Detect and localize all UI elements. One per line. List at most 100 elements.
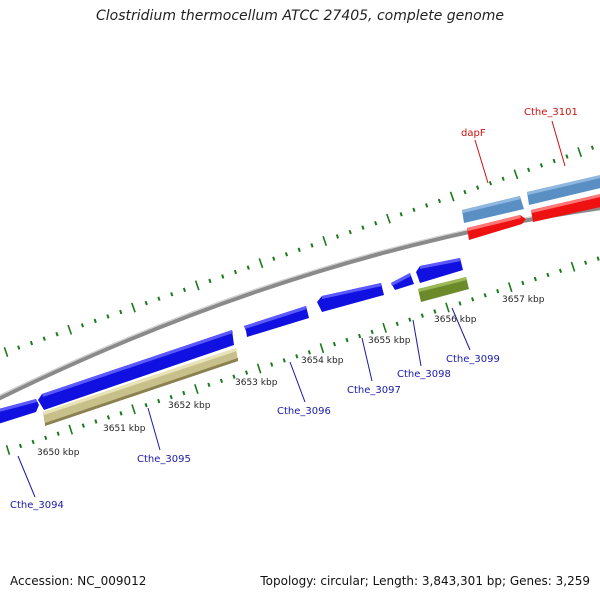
lower-track-minor-tick [395, 321, 399, 327]
map-title: Clostridium thermocellum ATCC 27405, com… [96, 8, 504, 24]
lower-track-minor-tick [18, 443, 23, 449]
gene-label-cthe3099: Cthe_3099 [446, 354, 500, 365]
gene-label-cthe3097: Cthe_3097 [347, 385, 401, 396]
lower-track-minor-tick [307, 350, 311, 355]
lower-track-minor-tick [56, 431, 60, 436]
lower-track-minor-tick [119, 411, 123, 416]
leader-cthe3097 [361, 337, 373, 382]
upper-track-minor-tick [17, 345, 21, 350]
upper-track-minor-tick [590, 145, 595, 150]
leader-dapf [474, 139, 489, 184]
kbp-label-3657: 3657 kbp [502, 295, 545, 305]
lower-track-minor-tick [483, 293, 487, 298]
upper-track-minor-tick [80, 323, 85, 328]
reverse-strand-track [0, 258, 469, 426]
upper-track-minor-tick [552, 158, 556, 164]
upper-track-minor-tick [501, 176, 505, 181]
upper-track-minor-tick [476, 185, 480, 190]
upper-track-minor-tick [170, 292, 174, 297]
gene-label-cthe3096: Cthe_3096 [277, 406, 331, 417]
lower-track-minor-tick [282, 358, 286, 363]
upper-track-major-tick [577, 147, 583, 158]
kbp-label-3655: 3655 kbp [368, 336, 411, 346]
lower-track-minor-tick [546, 272, 550, 278]
gene-label-cthe3101: Cthe_3101 [524, 107, 578, 118]
leader-cthe3099 [451, 307, 471, 351]
upper-track-minor-tick [246, 265, 250, 270]
kbp-label-3654: 3654 kbp [301, 356, 344, 366]
lower-track-major-tick [445, 302, 450, 313]
upper-track-minor-tick [527, 167, 531, 173]
upper-track-major-tick [386, 213, 391, 224]
gene-label-leaders [17, 120, 566, 498]
cds-cthe3098 [391, 273, 414, 290]
lower-track-minor-tick [94, 419, 98, 424]
lower-tick-track [5, 256, 600, 456]
gene-label-cthe3098: Cthe_3098 [397, 369, 451, 380]
gene-label-dapf: dapF [461, 128, 486, 139]
lower-track-minor-tick [144, 402, 148, 408]
upper-tick-track [3, 145, 595, 357]
upper-track-major-tick [3, 347, 9, 357]
upper-track-minor-tick [399, 212, 403, 217]
lower-track-minor-tick [345, 337, 349, 343]
gene-label-cthe3095: Cthe_3095 [137, 454, 191, 465]
upper-track-minor-tick [93, 318, 97, 324]
cds-cthe3095-blue [38, 330, 234, 410]
cds-cthe3096 [244, 306, 309, 337]
upper-track-minor-tick [106, 314, 110, 319]
upper-track-minor-tick [221, 274, 225, 279]
lower-track-minor-tick [458, 301, 462, 306]
lower-track-minor-tick [244, 370, 249, 375]
kbp-scale-labels: 3650 kbp 3651 kbp 3652 kbp 3653 kbp 3654… [37, 295, 545, 458]
upper-track-minor-tick [437, 198, 442, 204]
cds-dapf-steel [462, 196, 524, 223]
leader-cthe3094 [17, 455, 36, 498]
upper-track-minor-tick [284, 252, 289, 257]
upper-track-minor-tick [233, 269, 238, 275]
lower-track-minor-tick [44, 435, 48, 441]
upper-track-major-tick [194, 280, 200, 291]
lower-track-major-tick [68, 424, 74, 435]
upper-track-minor-tick [361, 225, 365, 230]
upper-track-minor-tick [144, 300, 148, 306]
lower-track-major-tick [507, 282, 513, 293]
lower-track-major-tick [5, 444, 11, 456]
upper-track-minor-tick [29, 340, 34, 346]
kbp-label-3652: 3652 kbp [168, 401, 211, 411]
upper-track-minor-tick [348, 229, 352, 235]
lower-track-minor-tick [533, 276, 537, 282]
lower-track-minor-tick [496, 288, 500, 294]
lower-track-minor-tick [31, 439, 35, 445]
cds-cthe3094 [0, 399, 39, 424]
lower-track-major-tick [194, 383, 199, 394]
cds-cthe3101-steel [527, 175, 600, 205]
lower-track-minor-tick [219, 378, 224, 384]
lower-track-minor-tick [408, 317, 412, 322]
lower-track-minor-tick [584, 260, 588, 265]
kbp-label-3651: 3651 kbp [103, 424, 146, 434]
gene-label-cthe3094: Cthe_3094 [10, 500, 64, 511]
lower-track-minor-tick [471, 297, 475, 302]
lower-track-minor-tick [106, 415, 111, 420]
lower-track-minor-tick [182, 390, 186, 396]
lower-track-minor-tick [420, 313, 424, 318]
lower-track-minor-tick [433, 309, 437, 314]
upper-track-major-tick [322, 235, 328, 246]
lower-track-minor-tick [81, 423, 85, 428]
lower-track-minor-tick [370, 329, 374, 335]
forward-strand-track [462, 175, 600, 240]
lower-track-minor-tick [169, 394, 173, 400]
lower-track-minor-tick [596, 256, 600, 261]
upper-track-minor-tick [488, 180, 493, 186]
upper-track-major-tick [131, 302, 136, 313]
upper-track-minor-tick [335, 234, 340, 239]
cds-cthe3099-olive [418, 277, 469, 302]
accession-label: Accession: NC_009012 [10, 574, 147, 588]
upper-track-minor-tick [412, 207, 416, 213]
lower-track-major-tick [382, 322, 387, 333]
upper-track-major-tick [513, 169, 519, 180]
upper-track-minor-tick [565, 154, 569, 159]
lower-track-minor-tick [270, 362, 274, 367]
